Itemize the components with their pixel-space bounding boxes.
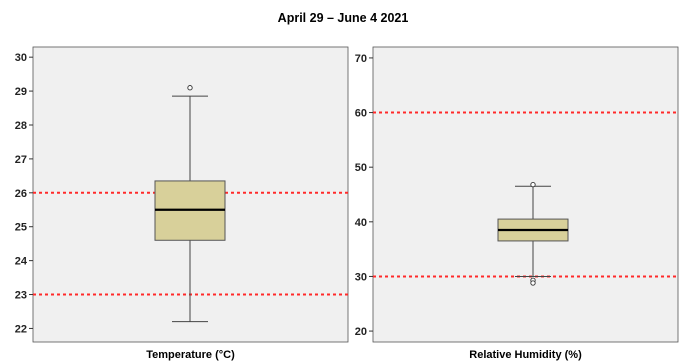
y-tick-label: 60 <box>355 108 367 120</box>
y-tick-label: 40 <box>355 217 367 229</box>
y-tick-label: 26 <box>15 188 27 200</box>
outlier-point <box>187 85 193 91</box>
y-tick-label: 24 <box>15 256 28 268</box>
y-tick-label: 29 <box>15 86 27 98</box>
y-tick-label: 70 <box>355 53 367 65</box>
x-axis-label: Temperature (°C) <box>146 349 235 361</box>
y-tick-label: 20 <box>355 326 367 338</box>
y-tick-label: 30 <box>355 271 367 283</box>
y-tick-label: 30 <box>15 52 27 64</box>
y-tick-label: 23 <box>15 290 27 302</box>
y-tick-label: 50 <box>355 162 367 174</box>
plot-area <box>372 46 679 343</box>
y-tick-label: 27 <box>15 154 27 166</box>
x-axis-label: Relative Humidity (%) <box>469 349 582 361</box>
y-tick-label: 22 <box>15 323 27 335</box>
temperature-panel: 22 23 24 25 26 27 28 29 30 Temperature (°C) <box>15 46 349 361</box>
humidity-panel: 20 30 40 50 60 70 Relative Humidity (%) <box>355 46 679 361</box>
y-tick-label: 28 <box>15 120 27 132</box>
y-tick-label: 25 <box>15 222 27 234</box>
outlier-point <box>530 280 536 286</box>
outlier-point <box>530 182 536 188</box>
chart-title: April 29 – June 4 2021 <box>278 11 409 25</box>
